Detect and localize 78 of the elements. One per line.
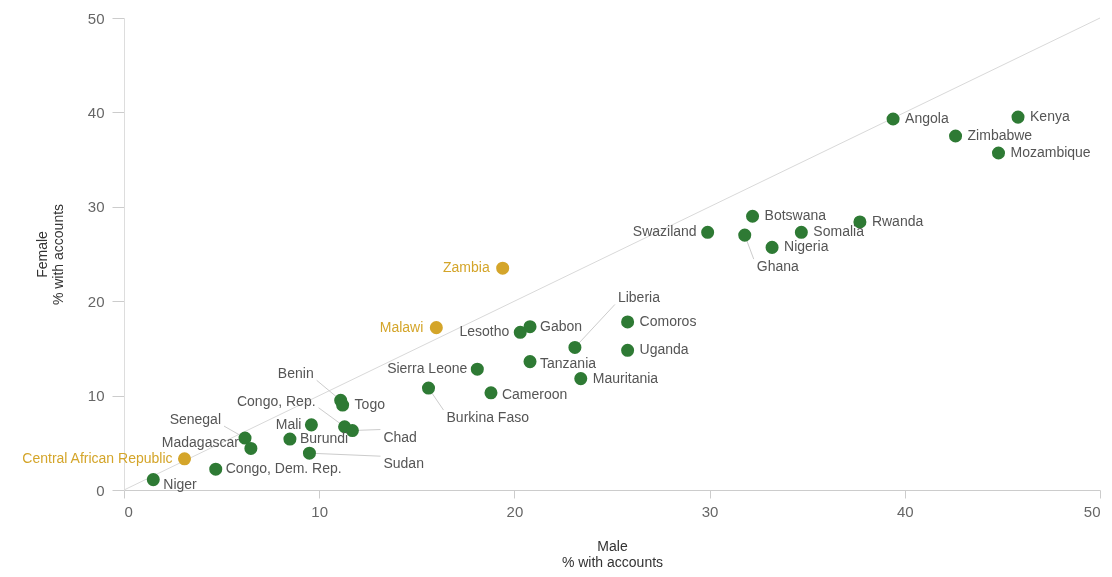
- point: [621, 343, 635, 357]
- annotation: Lesotho: [459, 323, 510, 340]
- point: [513, 325, 527, 339]
- x-tick-label: 20: [506, 502, 524, 520]
- annotation: Congo, Dem. Rep.: [225, 460, 342, 477]
- annotation: Mali: [275, 415, 302, 432]
- annotation: Malawi: [379, 318, 424, 335]
- point: [244, 441, 258, 455]
- annotation: Benin: [277, 365, 314, 382]
- y-tick-label: 30: [87, 198, 105, 216]
- annotation: Rwanda: [871, 212, 924, 229]
- point: [209, 462, 223, 476]
- point: [574, 372, 588, 386]
- x-axis-title: Male % with accounts: [561, 537, 664, 570]
- annotation: Congo, Rep.: [236, 392, 316, 409]
- point: [949, 129, 963, 143]
- point: [621, 315, 635, 329]
- annotation: Mauritania: [592, 369, 659, 386]
- x-tick-label: 40: [896, 502, 914, 520]
- x-tick-label: 10: [311, 502, 329, 520]
- x-tick-label: 50: [1083, 502, 1101, 520]
- point: [794, 225, 808, 239]
- annotation: Madagascar: [161, 434, 240, 451]
- point: [738, 228, 752, 242]
- point: [484, 386, 498, 400]
- point: [701, 225, 715, 239]
- point: [146, 473, 160, 487]
- annotation: Nigeria: [784, 238, 829, 255]
- x-tick-label: 0: [124, 502, 133, 520]
- annotation: Zambia: [443, 259, 490, 276]
- point: [886, 112, 900, 126]
- x-tick-label: 30: [701, 502, 719, 520]
- annotation: Burkina Faso: [446, 409, 530, 426]
- annotation: Cameroon: [501, 385, 568, 402]
- annotation: Senegal: [169, 411, 222, 428]
- y-tick-label: 10: [87, 387, 105, 405]
- annotation: Chad: [383, 428, 417, 445]
- annotation: Swaziland: [632, 223, 697, 240]
- annotation: Botswana: [764, 207, 827, 224]
- point: [746, 209, 760, 223]
- point: [421, 381, 436, 395]
- y-tick-label: 20: [87, 292, 105, 310]
- annotation: Tanzania: [540, 354, 597, 371]
- y-tick-label: 0: [96, 481, 105, 499]
- annotation: Sudan: [383, 455, 424, 472]
- annotation: Comoros: [639, 312, 697, 329]
- point: [238, 431, 252, 445]
- point: [283, 432, 297, 446]
- point: [1011, 110, 1025, 124]
- annotation: Central African Republic: [22, 449, 173, 466]
- point: [470, 362, 484, 376]
- annotation: Somalia: [813, 223, 865, 240]
- annotation: Kenya: [1030, 108, 1070, 125]
- annotation: Angola: [905, 110, 949, 127]
- annotation: Togo: [354, 396, 386, 413]
- y-tick-label: 50: [87, 9, 105, 27]
- annotation: Liberia: [617, 289, 661, 306]
- point: [991, 146, 1006, 160]
- point: [177, 452, 192, 466]
- annotation: Mozambique: [1010, 143, 1091, 160]
- y-tick-label: 40: [87, 103, 105, 121]
- annotation: Zimbabwe: [967, 127, 1033, 143]
- annotation: Ghana: [756, 258, 799, 275]
- annotation: Burundi: [299, 430, 349, 447]
- point: [302, 446, 316, 460]
- annotation: Uganda: [639, 341, 689, 358]
- y-axis-title: Female % with accounts: [33, 203, 66, 306]
- point: [765, 240, 779, 254]
- point: [523, 320, 537, 334]
- point: [496, 261, 510, 275]
- point: [304, 418, 318, 432]
- point: [336, 398, 350, 412]
- annotation: Sierra Leone: [387, 360, 468, 377]
- annotation: Gabon: [540, 317, 583, 334]
- annotation: Niger: [163, 475, 198, 492]
- point: [429, 321, 443, 335]
- point: [523, 355, 537, 369]
- point: [568, 340, 582, 354]
